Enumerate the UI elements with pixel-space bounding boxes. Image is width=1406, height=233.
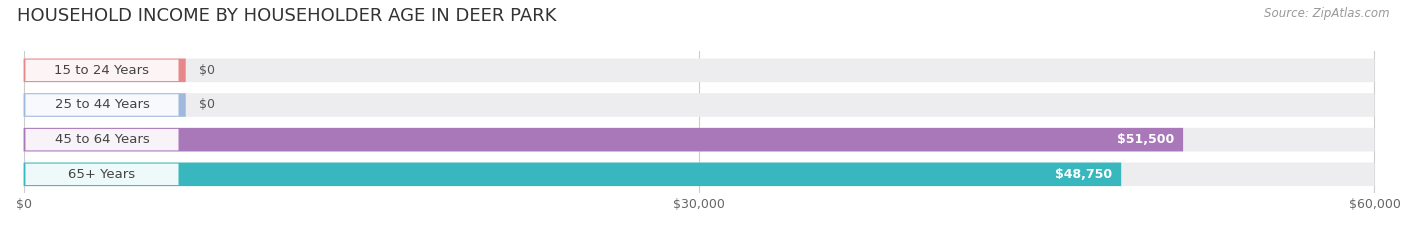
FancyBboxPatch shape: [25, 129, 179, 151]
Text: $51,500: $51,500: [1116, 133, 1174, 146]
FancyBboxPatch shape: [24, 163, 1375, 186]
FancyBboxPatch shape: [25, 164, 179, 185]
FancyBboxPatch shape: [24, 128, 1182, 151]
Text: $48,750: $48,750: [1054, 168, 1112, 181]
Text: 45 to 64 Years: 45 to 64 Years: [55, 133, 149, 146]
Text: Source: ZipAtlas.com: Source: ZipAtlas.com: [1264, 7, 1389, 20]
FancyBboxPatch shape: [25, 60, 179, 81]
FancyBboxPatch shape: [24, 93, 186, 117]
FancyBboxPatch shape: [24, 93, 1375, 117]
Text: 65+ Years: 65+ Years: [69, 168, 135, 181]
FancyBboxPatch shape: [24, 58, 1375, 82]
Text: $0: $0: [200, 64, 215, 77]
Text: HOUSEHOLD INCOME BY HOUSEHOLDER AGE IN DEER PARK: HOUSEHOLD INCOME BY HOUSEHOLDER AGE IN D…: [17, 7, 557, 25]
FancyBboxPatch shape: [25, 94, 179, 116]
Text: 15 to 24 Years: 15 to 24 Years: [55, 64, 149, 77]
FancyBboxPatch shape: [24, 58, 186, 82]
Text: $0: $0: [200, 99, 215, 112]
FancyBboxPatch shape: [24, 163, 1121, 186]
Text: 25 to 44 Years: 25 to 44 Years: [55, 99, 149, 112]
FancyBboxPatch shape: [24, 128, 1375, 151]
